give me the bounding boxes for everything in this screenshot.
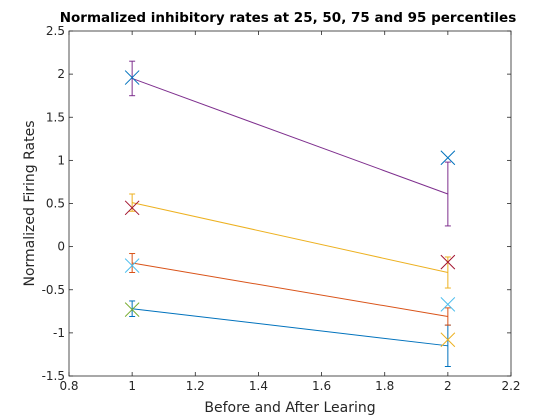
- x-marker: [440, 332, 456, 348]
- x-tick-label: 0.8: [59, 379, 78, 393]
- x-tick-label: 1.4: [249, 379, 268, 393]
- y-tick-label: 2.5: [46, 24, 65, 38]
- x-axis-label: Before and After Learing: [204, 400, 375, 416]
- series-lines: [131, 77, 449, 347]
- axis-ticks: 0.8 1 1.2 1.4 1.6 1.8 2 2.2 -1.5 -1 -0.5 0 0.5 1 1.5 2 2…: [42, 24, 521, 393]
- error-bars: [129, 60, 451, 368]
- markers: [124, 70, 456, 348]
- x-tick-label: 2: [444, 379, 452, 393]
- x-tick-label: 1.6: [312, 379, 331, 393]
- y-tick-label: 2: [57, 67, 65, 81]
- x-marker: [124, 302, 140, 317]
- series-line: [132, 308, 448, 347]
- x-marker: [124, 200, 140, 216]
- x-tick-label: 1.8: [375, 379, 394, 393]
- y-tick-label: 0.5: [46, 197, 65, 211]
- chart-title: Normalized inhibitory rates at 25, 50, 7…: [60, 10, 517, 26]
- x-tick-label: 2.2: [501, 379, 520, 393]
- y-tick-label: -1: [53, 326, 65, 340]
- y-tick-label: 1: [57, 153, 65, 167]
- x-marker: [440, 297, 456, 312]
- x-marker: [440, 254, 456, 270]
- series-line: [132, 262, 448, 317]
- x-tick-label: 1: [128, 379, 136, 393]
- x-marker: [440, 150, 456, 166]
- x-marker: [124, 70, 140, 85]
- y-tick-label: -0.5: [42, 283, 65, 297]
- y-axis-label: Normalized Firing Rates: [22, 120, 38, 286]
- y-tick-label: -1.5: [42, 369, 65, 383]
- x-tick-label: 1.2: [186, 379, 205, 393]
- plot-area: [68, 30, 512, 377]
- y-tick-label: 0: [57, 240, 65, 254]
- series-line: [132, 202, 448, 273]
- x-marker: [124, 258, 140, 273]
- y-tick-label: 1.5: [46, 110, 65, 124]
- series-line: [131, 77, 449, 195]
